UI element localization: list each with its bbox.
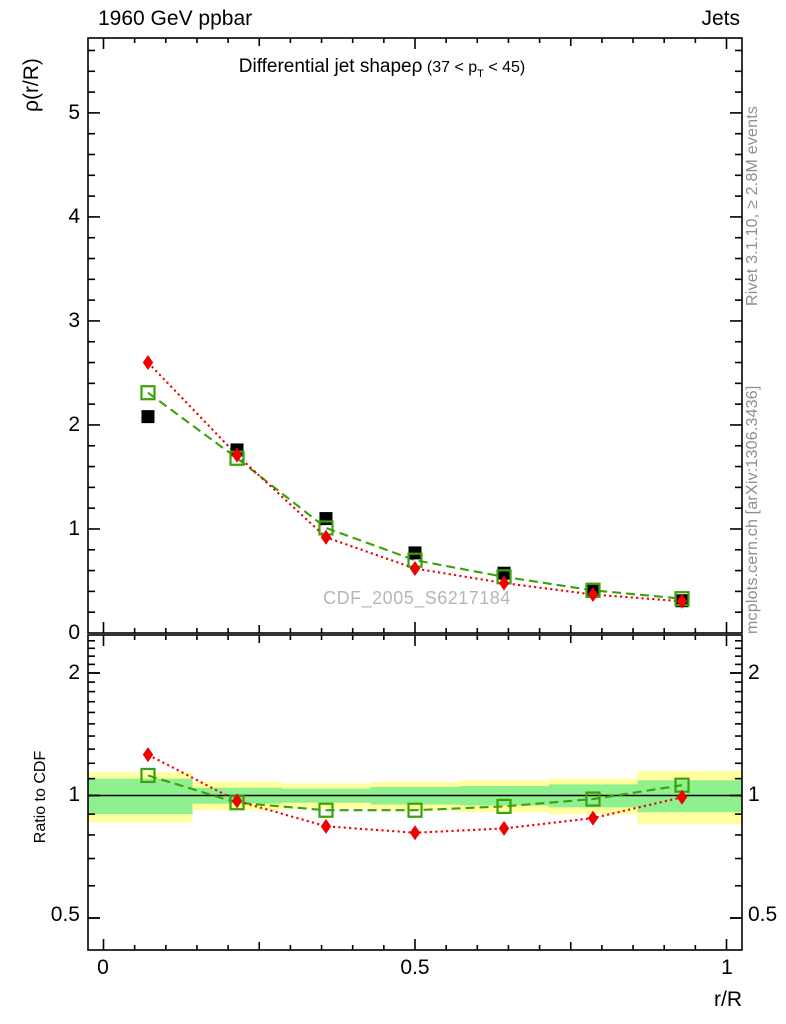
main-panel-frame — [87, 37, 743, 634]
sherpa-marker — [231, 447, 243, 463]
herwig-ratio-marker — [140, 767, 156, 784]
header-beam: 1960 GeV ppbar — [98, 7, 253, 30]
herwig-ratio-marker — [496, 798, 512, 815]
x-tick-label-1: 1 — [721, 956, 733, 979]
y-tick-label-5: 5 — [68, 101, 80, 124]
sherpa-ratio-marker — [142, 747, 154, 763]
y-tick-label-1: 1 — [68, 517, 80, 540]
sherpa-ratio-marker — [320, 818, 332, 834]
sherpa-marker — [498, 575, 510, 591]
herwig-ratio-marker — [407, 802, 423, 818]
sherpa-ratio-marker — [409, 825, 421, 841]
x-tick-label-0: 0 — [97, 956, 109, 979]
sherpa-ratio-marker — [231, 793, 243, 809]
sherpa-marker — [409, 561, 421, 577]
side-note-mcplots: mcplots.cern.ch [arXiv:1306.3436] — [744, 385, 761, 634]
ratio-tick-label-right-05: 0.5 — [748, 903, 778, 926]
sherpa-ratio-marker — [676, 789, 688, 805]
plot-title-range: (37 < pT < 45) — [426, 59, 526, 80]
ratio-tick-label-right-2: 2 — [748, 661, 760, 684]
sherpa-marker — [142, 355, 154, 371]
ratio-tick-label-left-1: 1 — [68, 783, 80, 806]
herwig-ratio-line — [147, 774, 683, 812]
sherpa-marker — [587, 587, 599, 603]
plot-title-main: Differential jet shapeρ — [238, 56, 423, 77]
ratio-tick-label-left-05: 0.5 — [50, 903, 80, 926]
herwig-ratio-marker — [585, 791, 601, 807]
side-note-rivet: Rivet 3.1.10, ≥ 2.8M events — [744, 105, 761, 306]
y-tick-label-0: 0 — [68, 621, 80, 644]
sherpa-ratio-marker — [498, 820, 510, 836]
cdf-marker — [141, 410, 155, 424]
x-axis-title: r/R — [714, 988, 742, 1011]
header-analysis: Jets — [701, 7, 740, 30]
y-tick-label-2: 2 — [68, 413, 80, 436]
sherpa-ratio-marker — [587, 810, 599, 826]
y-tick-label-3: 3 — [68, 309, 80, 332]
herwig-marker — [140, 385, 156, 401]
y-tick-label-4: 4 — [68, 205, 80, 228]
cdf-marker — [319, 512, 333, 526]
x-tick-label-05: 0.5 — [400, 956, 430, 979]
plot-title: Differential jet shapeρ (37 < pT < 45) — [182, 56, 582, 80]
ratio-tick-label-left-2: 2 — [68, 661, 80, 684]
herwig-ratio-marker — [318, 802, 334, 818]
y-axis-title-main: ρ(r/R) — [20, 58, 43, 112]
sherpa-marker — [320, 529, 332, 545]
watermark-analysis-id: CDF_2005_S6217184 — [323, 588, 511, 608]
ratio-tick-label-right-1: 1 — [748, 783, 760, 806]
sherpa-marker — [676, 593, 688, 609]
